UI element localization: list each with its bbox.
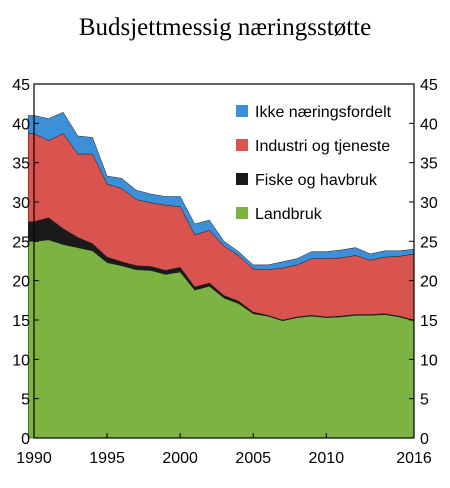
axes: 0 0 5 5 10 10 15 15 20 20 25 25 30 30 35 35 40 40 45 45 1990… — [12, 77, 438, 467]
chart-title: Budsjettmessig næringsstøtte — [78, 14, 372, 41]
legend-label: Fiske og havbruk — [255, 172, 378, 189]
legend-swatch — [236, 207, 248, 219]
y-tick-label-left: 35 — [12, 156, 30, 173]
y-tick-label-right: 35 — [420, 156, 438, 173]
y-tick-label-left: 10 — [12, 352, 30, 369]
legend-swatch — [236, 173, 248, 185]
y-tick-label-right: 45 — [420, 77, 438, 94]
y-tick-label-left: 15 — [12, 313, 30, 330]
y-tick-label-right: 25 — [420, 234, 438, 251]
y-tick-label-left: 20 — [12, 274, 30, 291]
x-tick-label: 2016 — [396, 450, 432, 467]
x-tick-label: 2010 — [309, 450, 345, 467]
legend-swatch — [236, 105, 248, 117]
legend-label: Landbruk — [255, 206, 323, 223]
y-tick-label-left: 25 — [12, 234, 30, 251]
y-tick-label-right: 0 — [420, 431, 429, 448]
area-layers — [27, 111, 415, 439]
legend-swatch — [236, 139, 248, 151]
plot-frame — [33, 83, 415, 439]
x-tick-label: 1990 — [16, 450, 52, 467]
y-tick-label-left: 5 — [21, 392, 30, 409]
legend-label: Industri og tjeneste — [255, 138, 390, 155]
legend: Ikke næringsfordelt Industri og tjeneste F… — [236, 104, 392, 223]
x-tick-label: 2005 — [235, 450, 271, 467]
y-tick-label-left: 45 — [12, 77, 30, 94]
y-tick-label-left: 40 — [12, 116, 30, 133]
y-tick-label-right: 30 — [420, 195, 438, 212]
y-tick-label-left: 30 — [12, 195, 30, 212]
y-tick-label-right: 15 — [420, 313, 438, 330]
x-tick-label: 2000 — [162, 450, 198, 467]
y-tick-label-right: 40 — [420, 116, 438, 133]
y-tick-label-right: 10 — [420, 352, 438, 369]
y-tick-label-right: 5 — [420, 392, 429, 409]
y-tick-label-left: 0 — [21, 431, 30, 448]
y-tick-label-right: 20 — [420, 274, 438, 291]
x-tick-label: 1995 — [89, 450, 125, 467]
legend-label: Ikke næringsfordelt — [255, 104, 392, 121]
